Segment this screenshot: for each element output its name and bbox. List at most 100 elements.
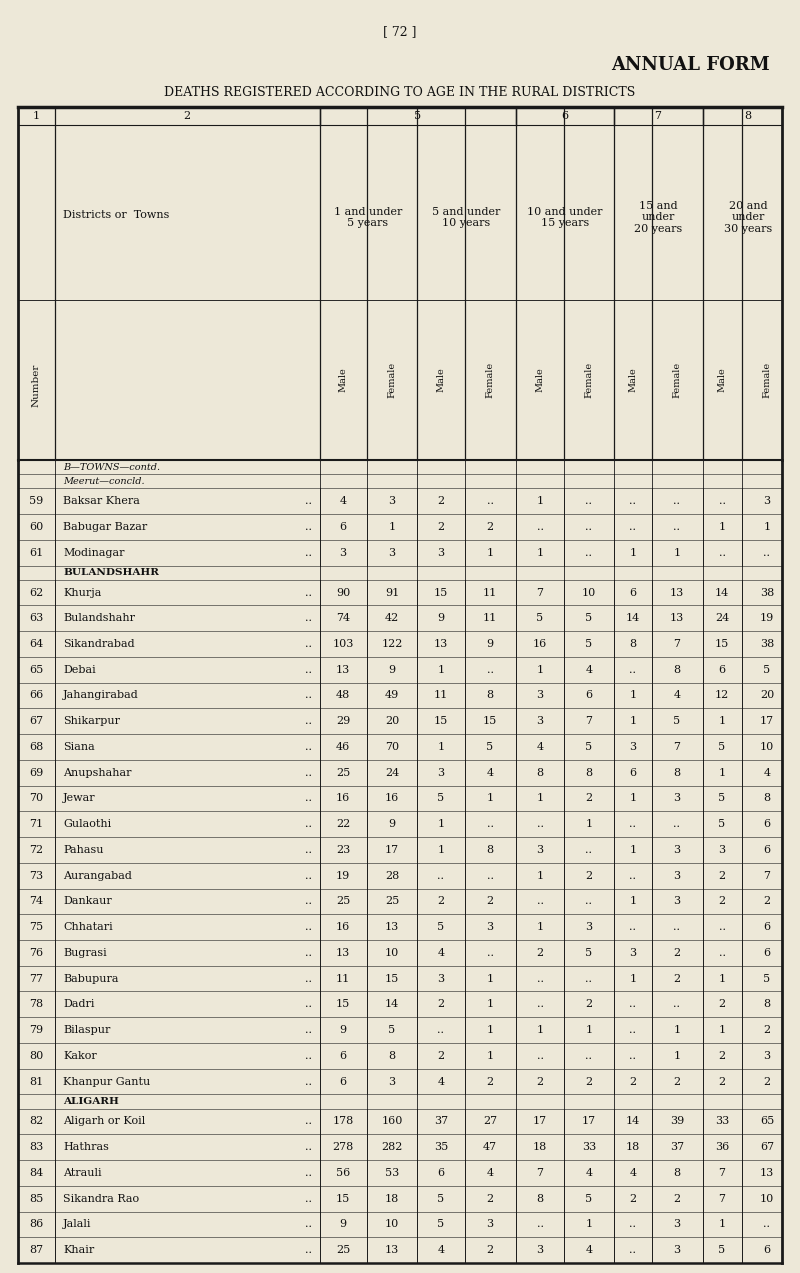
- Text: 3: 3: [438, 768, 445, 778]
- Text: 1: 1: [486, 547, 494, 558]
- Text: 7: 7: [674, 639, 681, 649]
- Text: 3: 3: [438, 547, 445, 558]
- Text: 9: 9: [389, 820, 395, 829]
- Text: 2: 2: [586, 871, 593, 881]
- Text: 3: 3: [438, 974, 445, 984]
- Text: 7: 7: [586, 717, 593, 726]
- Text: 15: 15: [385, 974, 399, 984]
- Text: Babupura: Babupura: [63, 974, 118, 984]
- Text: 11: 11: [434, 690, 448, 700]
- Text: 278: 278: [332, 1142, 354, 1152]
- Text: 1: 1: [486, 974, 494, 984]
- Text: 3: 3: [586, 922, 593, 932]
- Text: 2: 2: [630, 1077, 637, 1087]
- Text: 10: 10: [385, 948, 399, 957]
- Text: 3: 3: [389, 1077, 395, 1087]
- Text: 6: 6: [630, 588, 637, 597]
- Text: ..: ..: [305, 922, 311, 932]
- Text: 2: 2: [718, 999, 726, 1009]
- Text: 8: 8: [763, 793, 770, 803]
- Text: 2: 2: [438, 1050, 445, 1060]
- Text: 11: 11: [336, 974, 350, 984]
- Text: ..: ..: [305, 896, 311, 906]
- Text: 4: 4: [763, 768, 770, 778]
- Text: 67: 67: [760, 1142, 774, 1152]
- Text: ..: ..: [305, 665, 311, 675]
- Text: 4: 4: [586, 1167, 593, 1178]
- Text: ANNUAL FORM: ANNUAL FORM: [611, 56, 770, 74]
- Text: 23: 23: [336, 845, 350, 855]
- Text: ..: ..: [674, 820, 681, 829]
- Text: 2: 2: [718, 896, 726, 906]
- Text: 17: 17: [582, 1116, 596, 1127]
- Text: 87: 87: [29, 1245, 43, 1255]
- Text: 8: 8: [389, 1050, 395, 1060]
- Text: 9: 9: [339, 1220, 346, 1230]
- Text: 24: 24: [715, 614, 729, 624]
- Text: ALIGARH: ALIGARH: [63, 1097, 119, 1106]
- Text: 4: 4: [586, 665, 593, 675]
- Text: DEATHS REGISTERED ACCORDING TO AGE IN THE RURAL DISTRICTS: DEATHS REGISTERED ACCORDING TO AGE IN TH…: [164, 85, 636, 98]
- Text: 1: 1: [586, 1025, 593, 1035]
- Text: 80: 80: [29, 1050, 43, 1060]
- Text: 82: 82: [29, 1116, 43, 1127]
- Text: ..: ..: [537, 896, 543, 906]
- Text: 5: 5: [438, 1194, 445, 1204]
- Text: ..: ..: [438, 1025, 445, 1035]
- Text: 1: 1: [438, 665, 445, 675]
- Text: 10: 10: [582, 588, 596, 597]
- Text: 67: 67: [29, 717, 43, 726]
- Text: BULANDSHAHR: BULANDSHAHR: [63, 568, 159, 577]
- Text: 59: 59: [29, 496, 43, 507]
- Text: 2: 2: [438, 896, 445, 906]
- Text: ..: ..: [537, 820, 543, 829]
- Text: 7: 7: [537, 1167, 543, 1178]
- Text: 1: 1: [630, 793, 637, 803]
- Text: ..: ..: [718, 922, 726, 932]
- Text: 5: 5: [718, 742, 726, 752]
- Text: 1: 1: [438, 742, 445, 752]
- Text: ..: ..: [586, 547, 593, 558]
- Text: 8: 8: [586, 768, 593, 778]
- Text: 28: 28: [385, 871, 399, 881]
- Text: 47: 47: [483, 1142, 497, 1152]
- Text: 4: 4: [630, 1167, 637, 1178]
- Text: Kakor: Kakor: [63, 1050, 97, 1060]
- Text: 3: 3: [389, 547, 395, 558]
- Text: 1: 1: [718, 522, 726, 532]
- Text: ..: ..: [630, 522, 637, 532]
- Text: 16: 16: [336, 922, 350, 932]
- Text: ..: ..: [586, 974, 593, 984]
- Text: 6: 6: [339, 1050, 346, 1060]
- Text: ..: ..: [305, 1077, 311, 1087]
- Text: 13: 13: [385, 922, 399, 932]
- Text: 13: 13: [336, 948, 350, 957]
- Text: 56: 56: [336, 1167, 350, 1178]
- Text: 1: 1: [438, 845, 445, 855]
- Text: Meerut—concld.: Meerut—concld.: [63, 476, 145, 486]
- Text: Female: Female: [387, 362, 397, 398]
- Text: 37: 37: [434, 1116, 448, 1127]
- Text: 2: 2: [763, 1025, 770, 1035]
- Text: 16: 16: [533, 639, 547, 649]
- Text: 4: 4: [586, 1245, 593, 1255]
- Text: 1: 1: [630, 845, 637, 855]
- Text: 33: 33: [582, 1142, 596, 1152]
- Text: ..: ..: [630, 922, 637, 932]
- Text: 9: 9: [339, 1025, 346, 1035]
- Text: 1: 1: [630, 896, 637, 906]
- Text: ..: ..: [438, 871, 445, 881]
- Text: 1: 1: [718, 717, 726, 726]
- Text: 5: 5: [414, 111, 422, 121]
- Text: 2: 2: [718, 871, 726, 881]
- Text: ..: ..: [630, 999, 637, 1009]
- Text: 2: 2: [438, 999, 445, 1009]
- Text: [ 72 ]: [ 72 ]: [383, 25, 417, 38]
- Text: 1: 1: [537, 1025, 543, 1035]
- Text: 2: 2: [763, 896, 770, 906]
- Text: 3: 3: [763, 1050, 770, 1060]
- Text: 10: 10: [385, 1220, 399, 1230]
- Text: ..: ..: [305, 742, 311, 752]
- Text: 1: 1: [630, 974, 637, 984]
- Text: 5: 5: [586, 1194, 593, 1204]
